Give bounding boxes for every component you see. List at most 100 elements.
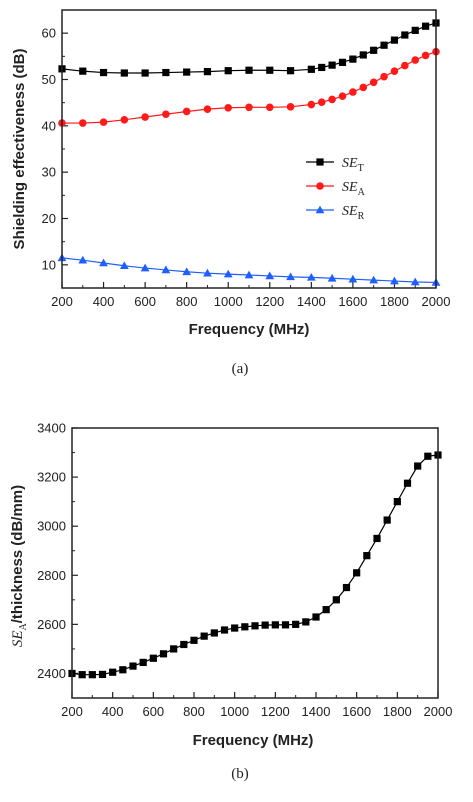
- panel-a-series-1: [58, 47, 440, 127]
- panel-b-series-0-point: [241, 623, 249, 631]
- panel-b-series-0-point: [261, 621, 269, 629]
- panel-a-x-tick-label: 1000: [214, 294, 243, 309]
- panel-b-series-0-point: [159, 650, 168, 658]
- panel-a-series-1-point: [401, 61, 409, 70]
- panel-b-series-0-point: [139, 658, 147, 667]
- panel-a-series-2-point: [182, 267, 192, 276]
- panel-b-series-0-point: [363, 552, 371, 560]
- panel-b-y-tick-label: 2800: [37, 568, 66, 583]
- panel-a-series-2: [57, 253, 441, 286]
- panel-a-series-2-point: [203, 268, 212, 277]
- panel-a-series-0-point: [401, 31, 409, 39]
- panel-a-ticks: 200 400 600 800 1000 1200 1400 1600 1800 2000 10 20…: [42, 26, 451, 309]
- panel-b-series-0-point: [383, 516, 391, 524]
- panel-a-series-1-point: [349, 88, 357, 96]
- panel-a-series-0-point: [183, 68, 191, 76]
- panel-a-series-0-point: [286, 67, 295, 75]
- panel-a-x-tick-label: 600: [134, 294, 156, 309]
- panel-a-series-0-point: [79, 67, 87, 75]
- panel-a-series-0-point: [141, 69, 149, 77]
- panel-a-series-2-point: [223, 269, 233, 278]
- panel-b-x-tick-label: 400: [102, 704, 124, 719]
- panel-a-series-1-point: [286, 103, 295, 111]
- panel-a-x-tick-label: 1600: [338, 294, 367, 309]
- panel-a-series-1-point: [328, 95, 336, 104]
- panel-a-series-1-point: [307, 100, 316, 109]
- panel-b-series-0-point: [190, 636, 198, 644]
- panel-a-series-1-point: [245, 103, 253, 112]
- panel-a-x-tick-label: 200: [51, 294, 73, 309]
- panel-a-series-2-point: [410, 277, 420, 286]
- panel-b-series-0-point: [220, 626, 229, 634]
- panel-a-series-1-point: [141, 113, 149, 121]
- legend-label-1: SEA: [342, 180, 366, 198]
- panel-a-y-tick-label: 20: [42, 211, 56, 226]
- panel-a-series-0-point: [359, 51, 367, 59]
- panel-a-series-1-point: [203, 105, 212, 113]
- panel-b-x-tick-label: 1800: [383, 704, 412, 719]
- panel-a-series-2-point: [306, 272, 316, 281]
- panel-a-x-axis-title: Frequency (MHz): [189, 321, 310, 338]
- panel-a-series-0-point: [120, 69, 128, 77]
- panel-a-series-2-point: [327, 273, 337, 282]
- panel-a-series-0-point: [422, 22, 430, 30]
- panel-b-y-axis-title-rest: /thickness (dB/mm): [9, 485, 26, 623]
- panel-b-series-0-point: [292, 620, 300, 628]
- panel-b-series-0-point: [129, 662, 137, 670]
- panel-a-series-2-point: [348, 274, 358, 283]
- panel-a-x-tick-label: 800: [176, 294, 198, 309]
- panel-a-series-0-point: [338, 58, 347, 66]
- panel-a-series-0-point: [99, 68, 108, 77]
- panel-a-series-2-point: [99, 258, 108, 267]
- panel-a-x-tick-label: 2000: [422, 294, 451, 309]
- panel-b-series-0-point: [109, 668, 117, 676]
- panel-a-series-2-point: [286, 272, 295, 281]
- panel-b-y-axis-title-main: SE: [10, 630, 26, 647]
- panel-b-series-0-point: [373, 534, 381, 543]
- panel-a-series-2-point: [244, 270, 254, 279]
- panel-b-series-0-point: [332, 596, 340, 604]
- panel-b-y-tick-label: 3000: [37, 519, 66, 534]
- panel-a-series-0-point: [318, 63, 326, 72]
- panel-b-x-tick-label: 600: [142, 704, 164, 719]
- panel-b-series-0-point: [251, 622, 259, 630]
- panel-b-series-0-point: [78, 671, 86, 679]
- panel-a-y-axis-title: Shielding effectiveness (dB): [11, 49, 28, 250]
- panel-a-series-0-point: [380, 41, 388, 49]
- panel-b-x-tick-label: 200: [61, 704, 83, 719]
- panel-a-series-1-point: [265, 103, 274, 112]
- panel-a-series-1-point: [182, 107, 191, 116]
- panel-b-y-tick-label: 3400: [37, 421, 66, 436]
- panel-b-series-0-point: [170, 645, 178, 653]
- panel-b-y-tick-label: 2400: [37, 666, 66, 681]
- panel-a-series-1-point: [411, 56, 420, 64]
- panel-b-chart: 200 400 600 800 1000 1200 1400 1600 1800 2000 2400…: [9, 421, 452, 783]
- panel-b-series-0-point: [98, 670, 107, 679]
- panel-a-series-0-point: [349, 55, 357, 63]
- panel-b-series-0-point: [342, 583, 351, 592]
- panel-a-series-1-point: [338, 92, 347, 100]
- panel-b-series: [68, 451, 442, 679]
- legend-label-0-sub: T: [358, 163, 364, 174]
- panel-b-ticks: 200 400 600 800 1000 1200 1400 1600 1800 2000 2400…: [37, 421, 452, 720]
- panel-a-series-2-point: [369, 275, 379, 284]
- panel-b-series-0: [68, 451, 442, 679]
- panel-a-series-0: [58, 19, 440, 77]
- panel-a-series-2-point: [390, 276, 399, 285]
- panel-a-series-2-point: [265, 271, 275, 280]
- panel-b-series-0-point: [281, 621, 290, 629]
- panel-a-series-1-point: [380, 72, 388, 81]
- panel-b-series-0-point: [119, 666, 127, 674]
- panel-a-series-0-point: [390, 36, 399, 44]
- panel-a-series-0-point: [411, 26, 419, 34]
- panel-a-plot-frame: [61, 9, 437, 289]
- panel-b-series-0-point: [414, 462, 422, 470]
- panel-a-y-tick-label: 30: [42, 165, 56, 180]
- panel-b-x-tick-label: 1000: [220, 704, 249, 719]
- panel-a-series-2-point: [119, 261, 129, 270]
- panel-a-series-2-point: [161, 265, 171, 274]
- panel-a-series-0-point: [203, 68, 212, 76]
- panel-a-series-0-point: [266, 66, 274, 74]
- panel-a-y-tick-label: 40: [42, 118, 56, 133]
